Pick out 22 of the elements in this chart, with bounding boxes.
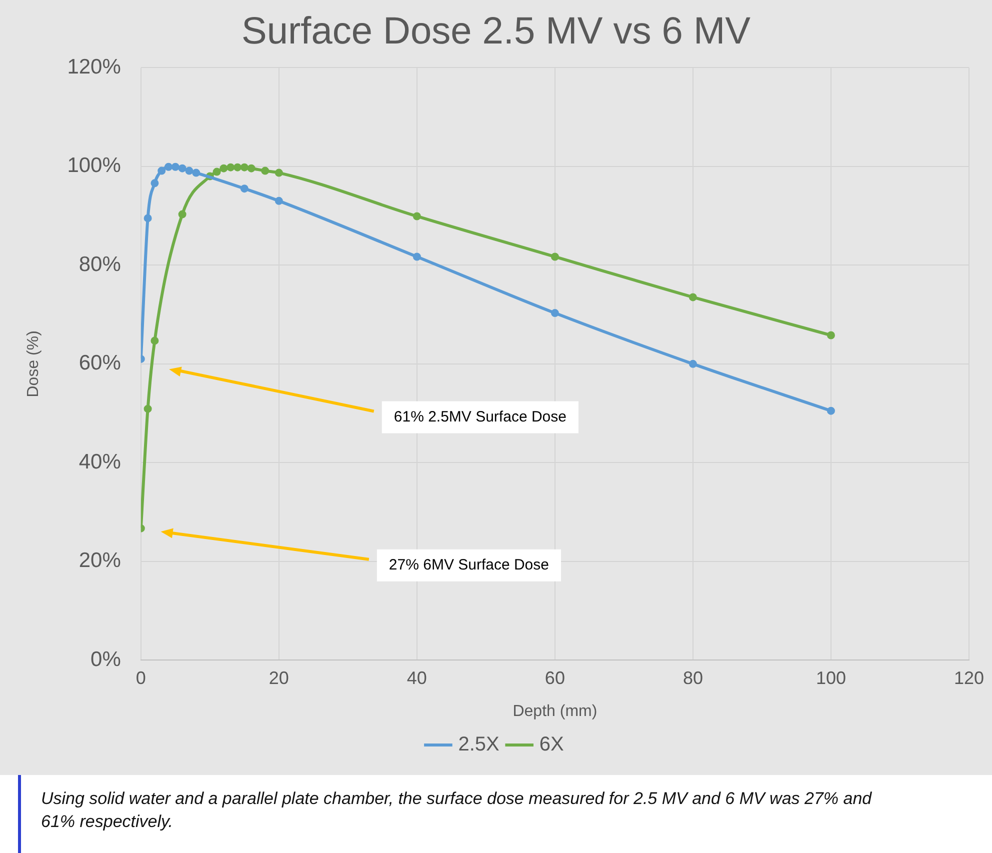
x-tick-label: 100 <box>816 668 846 688</box>
x-tick-label: 40 <box>406 668 427 688</box>
x-axis-title: Depth (mm) <box>512 702 598 720</box>
chart-title: Surface Dose 2.5 MV vs 6 MV <box>242 10 752 52</box>
y-tick-label: 120% <box>67 55 121 78</box>
y-tick-label: 80% <box>78 252 121 276</box>
x-tick-label: 0 <box>136 668 146 688</box>
y-tick-label: 20% <box>78 549 121 572</box>
annotation: 27% 6MV Surface Dose <box>388 556 549 574</box>
x-tick-label: 80 <box>682 668 703 688</box>
y-tick-label: 60% <box>78 352 121 375</box>
legend-label: 2.5X <box>458 734 500 756</box>
annotation: 61% 2.5MV Surface Dose <box>394 408 566 426</box>
y-tick-label: 100% <box>67 154 121 178</box>
text: Using solid water and a parallel plate chamber, the surface dose measured for 2.5 MV and 6 MV was 27% and 61% respectively. <box>18 775 881 853</box>
x-tick-label: 120 <box>954 668 984 688</box>
x-tick-label: 60 <box>544 668 565 688</box>
y-tick-label: 0% <box>90 648 121 671</box>
y-axis-title: Dose (%) <box>25 330 42 398</box>
x-tick-label: 20 <box>268 668 289 688</box>
legend-label: 6X <box>539 734 564 756</box>
y-tick-label: 40% <box>78 450 121 474</box>
